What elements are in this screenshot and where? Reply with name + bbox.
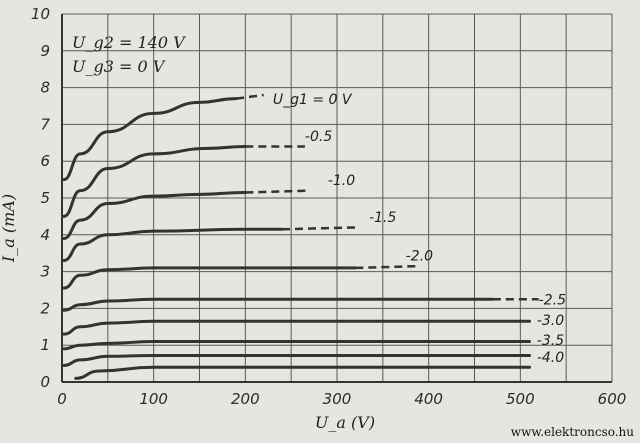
x-tick-label: 200 — [231, 390, 260, 408]
y-axis-label: I_a (mA) — [0, 194, 18, 263]
watermark: www.elektroncso.hu — [510, 425, 634, 439]
series-curve — [74, 365, 531, 380]
series-label: -2.5 — [539, 293, 566, 309]
x-tick-label: 400 — [414, 390, 443, 408]
series-label: -0.5 — [305, 129, 332, 145]
series-extension — [245, 189, 310, 194]
series-curve — [62, 97, 238, 182]
y-tick-label: 10 — [31, 5, 50, 23]
y-tick-label: 8 — [40, 79, 50, 97]
tick-labels: 0 100 200 300 400 500 600 0 1 2 3 4 5 6 7 8 9 10 — [31, 5, 626, 408]
condition-ug2: U_g2 = 140 V — [72, 33, 186, 52]
series-curve — [62, 266, 357, 290]
x-tick-label: 500 — [506, 390, 535, 408]
y-tick-label: 4 — [40, 226, 50, 244]
series-extension — [236, 93, 264, 100]
series-label: -1.0 — [328, 173, 355, 189]
condition-ug3: U_g3 = 0 V — [72, 57, 166, 76]
y-tick-label: 1 — [40, 336, 50, 354]
series-curve — [62, 340, 531, 351]
x-tick-label: 100 — [139, 390, 168, 408]
series-label: -2.0 — [406, 249, 433, 265]
x-tick-label: 0 — [57, 390, 67, 408]
series-label: -4.0 — [537, 350, 564, 366]
y-tick-label: 0 — [40, 373, 50, 391]
series-extension — [355, 264, 420, 270]
series-label: -1.5 — [369, 210, 396, 226]
curves — [62, 93, 539, 380]
y-tick-label: 7 — [40, 115, 50, 133]
series-label: -3.0 — [537, 313, 564, 329]
x-axis-label: U_a (V) — [315, 413, 375, 432]
series-curve — [62, 354, 531, 367]
y-tick-label: 6 — [40, 152, 50, 170]
x-tick-label: 300 — [323, 390, 352, 408]
y-tick-label: 3 — [40, 263, 50, 281]
curve-labels: U_g1 = 0 V -0.5 -1.0 -1.5 -2.0 -2.5 -3.0 -3.5-4… — [273, 92, 566, 366]
y-tick-label: 9 — [40, 42, 50, 60]
x-tick-label: 600 — [598, 390, 627, 408]
series-curve — [62, 319, 531, 336]
series-label: -3.5 — [537, 333, 564, 349]
grid — [61, 13, 613, 383]
series-curve — [62, 297, 495, 312]
series-curve — [62, 227, 284, 263]
y-tick-label: 2 — [40, 299, 50, 317]
series-extension — [281, 226, 356, 231]
series-label: U_g1 = 0 V — [273, 92, 353, 108]
series-curve — [62, 190, 247, 240]
y-tick-label: 5 — [40, 189, 50, 207]
series-curve — [62, 144, 247, 218]
